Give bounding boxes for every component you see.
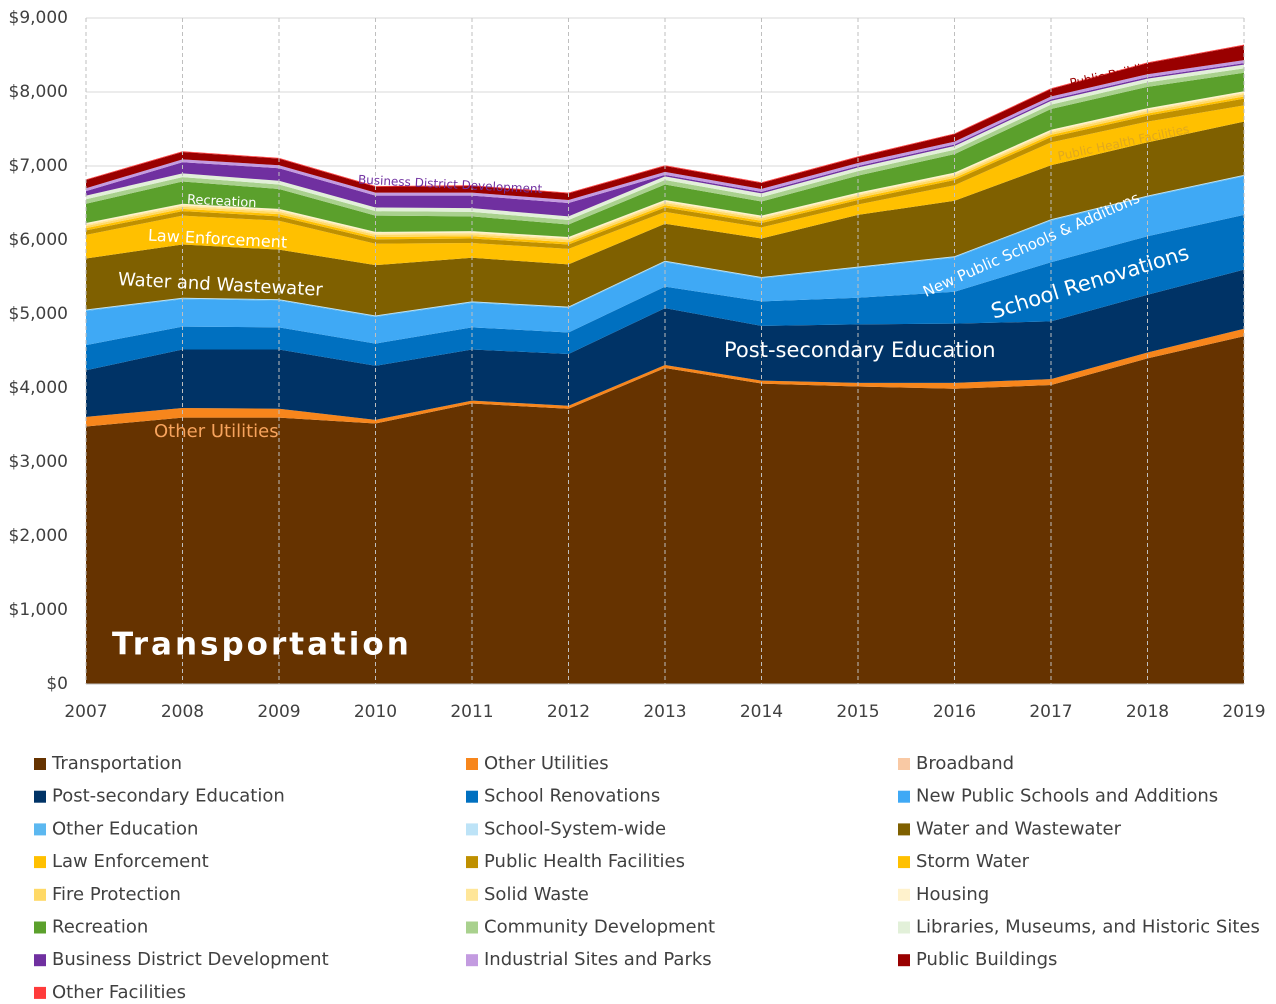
legend-label: Broadband	[916, 753, 1014, 774]
x-tick-label: 2019	[1222, 702, 1265, 722]
legend-label: Other Education	[52, 818, 198, 839]
x-tick-label: 2008	[161, 702, 204, 722]
y-tick-label: $5,000	[9, 304, 68, 324]
legend-label: Water and Wastewater	[916, 818, 1122, 839]
legend-swatch	[466, 954, 478, 967]
legend-label: Law Enforcement	[52, 851, 209, 872]
y-tick-label: $1,000	[9, 600, 68, 620]
area	[86, 45, 1244, 201]
y-tick-label: $9,000	[9, 8, 68, 28]
legend-label: Housing	[916, 884, 989, 905]
x-tick-label: 2018	[1126, 702, 1169, 722]
area	[86, 328, 1244, 427]
legend-label: Industrial Sites and Parks	[484, 949, 712, 970]
legend-label: Public Health Facilities	[484, 851, 685, 872]
legend-swatch	[466, 823, 478, 836]
legend-label: Recreation	[52, 917, 148, 938]
legend-swatch	[898, 921, 910, 934]
legend-swatch	[34, 790, 46, 803]
legend-label: Storm Water	[916, 851, 1030, 872]
annotation: Recreation	[187, 193, 257, 212]
x-tick-label: 2007	[64, 702, 107, 722]
x-tick-label: 2017	[1029, 702, 1072, 722]
y-tick-label: $8,000	[9, 82, 68, 102]
x-tick-label: 2009	[257, 702, 300, 722]
legend-label: Fire Protection	[52, 884, 181, 905]
x-tick-label: 2014	[740, 702, 783, 722]
legend-label: Business District Development	[52, 949, 329, 970]
y-tick-label: $0	[46, 674, 68, 694]
annotation: Other Utilities	[154, 421, 279, 442]
y-tick-label: $6,000	[9, 230, 68, 250]
y-tick-label: $4,000	[9, 378, 68, 398]
legend-label: Other Utilities	[484, 753, 609, 774]
area	[86, 121, 1244, 316]
legend-swatch	[34, 954, 46, 967]
legend-swatch	[898, 856, 910, 869]
legend-swatch	[34, 758, 46, 770]
x-tick-label: 2016	[933, 702, 976, 722]
legend-label: Transportation	[51, 753, 182, 774]
legend-label: Community Development	[484, 917, 715, 938]
legend-swatch	[34, 856, 46, 869]
legend-label: School Renovations	[484, 786, 660, 807]
x-tick-label: 2015	[836, 702, 879, 722]
legend-swatch	[898, 954, 910, 967]
legend-swatch	[898, 888, 910, 901]
legend-label: Public Buildings	[916, 949, 1057, 970]
legend-swatch	[466, 888, 478, 901]
legend-label: New Public Schools and Additions	[916, 786, 1218, 807]
area	[86, 176, 1244, 346]
legend-swatch	[466, 856, 478, 869]
legend-label: Post-secondary Education	[52, 786, 285, 807]
legend-label: Other Facilities	[52, 982, 186, 1003]
legend-swatch	[34, 888, 46, 901]
y-tick-label: $2,000	[9, 526, 68, 546]
x-tick-label: 2010	[354, 702, 397, 722]
legend-swatch	[466, 758, 478, 770]
legend-swatch	[898, 758, 910, 770]
y-tick-label: $7,000	[9, 156, 68, 176]
legend-swatch	[34, 921, 46, 934]
legend-swatch	[898, 790, 910, 803]
legend-label: Solid Waste	[484, 884, 589, 905]
legend-swatch	[898, 823, 910, 836]
legend-swatch	[466, 790, 478, 803]
x-tick-label: 2013	[643, 702, 686, 722]
legend-swatch	[34, 986, 46, 999]
legend-swatch	[34, 823, 46, 836]
y-tick-label: $3,000	[9, 452, 68, 472]
legend-swatch	[466, 921, 478, 934]
annotation: Post-secondary Education	[724, 338, 996, 362]
x-tick-label: 2012	[547, 702, 590, 722]
legend-label: Libraries, Museums, and Historic Sites	[916, 917, 1260, 938]
legend-label: School-System-wide	[484, 818, 666, 839]
x-tick-label: 2011	[450, 702, 493, 722]
annotation: Transportation	[112, 627, 412, 663]
